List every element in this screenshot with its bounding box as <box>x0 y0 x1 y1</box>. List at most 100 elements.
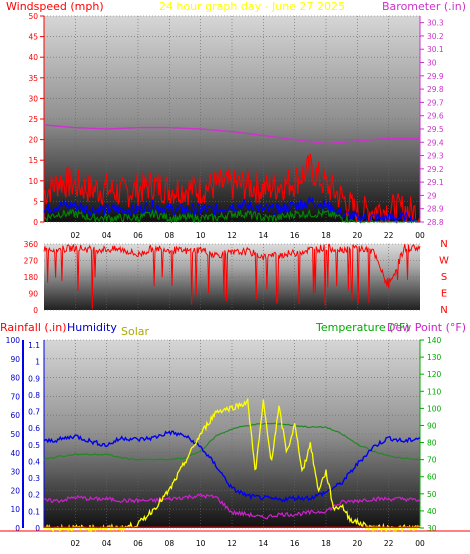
x-tick-label: 18 <box>321 539 331 548</box>
x-tick-label: 12 <box>227 539 237 548</box>
temperature-panel-x-ticks: 02 04 06 08 10 12 14 16 18 20 22 00 <box>71 539 425 548</box>
temperature-tick-label: 40 <box>427 507 437 516</box>
x-tick-label: 06 <box>133 231 143 240</box>
temperature-axis-label: Temperature (°F) <box>315 321 410 334</box>
barometer-ticks: 30.3 30.2 30.1 30 29.9 29.8 29.7 29.6 29.5 29.4 29… <box>419 16 444 227</box>
temperature-panel-axes: 10090807060504030201001.110.90.80.70.60.… <box>0 336 470 533</box>
direction-tick-label: 180 <box>24 273 39 282</box>
humidity-tick-label: 100 <box>6 336 21 345</box>
barometer-tick-label: 30.2 <box>427 32 444 41</box>
x-tick-label: 14 <box>259 539 269 548</box>
temperature-tick-label: 30 <box>427 524 437 533</box>
barometer-tick-label: 29.9 <box>427 72 444 81</box>
barometer-tick-label: 30.1 <box>427 45 444 54</box>
x-tick-label: 16 <box>290 539 300 548</box>
barometer-line <box>43 124 420 145</box>
wind-series <box>43 124 421 224</box>
temperature-tick-label: 140 <box>427 336 442 345</box>
direction-tick-label: 270 <box>24 257 39 266</box>
wind-direction-line <box>43 243 421 310</box>
windspeed-tick-label: 40 <box>28 53 38 62</box>
wind-direction-series <box>43 243 421 310</box>
temperature-tick-label: 120 <box>427 370 442 379</box>
x-tick-label: 04 <box>102 539 112 548</box>
x-tick-label: 02 <box>71 539 81 548</box>
rainfall-tick-label: 0.8 <box>28 391 40 400</box>
rainfall-tick-label: 0.1 <box>28 507 40 516</box>
humidity-tick-label: 70 <box>10 392 20 401</box>
windspeed-tick-label: 0 <box>33 218 38 227</box>
rainfall-tick-label: 0.5 <box>28 441 40 450</box>
windspeed-tick-label: 20 <box>28 136 38 145</box>
barometer-tick-label: 29.3 <box>427 152 444 161</box>
direction-tick-label: 90 <box>28 290 38 299</box>
x-tick-label: 18 <box>321 231 331 240</box>
rainfall-tick-label: 0.3 <box>28 474 40 483</box>
wind-panel-x-ticks: 02 04 06 08 10 12 14 16 18 20 22 00 <box>71 231 425 240</box>
x-tick-label: 04 <box>102 231 112 240</box>
windspeed-tick-label: 5 <box>33 197 38 206</box>
humidity-tick-label: 50 <box>10 430 20 439</box>
x-tick-label: 22 <box>384 231 394 240</box>
humidity-tick-label: 90 <box>10 355 20 364</box>
temperature-tick-label: 70 <box>427 456 437 465</box>
compass-label: E <box>441 289 447 300</box>
rainfall-axis-label: Rainfall (.in) <box>0 321 67 334</box>
barometer-tick-label: 29.6 <box>427 112 444 121</box>
temperature-panel-series <box>43 397 421 533</box>
rainfall-tick-label: 0.2 <box>28 491 40 500</box>
x-tick-label: 08 <box>165 231 175 240</box>
compass-label: S <box>441 272 447 283</box>
x-tick-label: 00 <box>415 539 425 548</box>
windspeed-tick-label: 30 <box>28 94 38 103</box>
temperature-tick-label: 130 <box>427 353 442 362</box>
humidity-axis-label: Humidity <box>67 321 117 334</box>
windspeed-tick-label: 35 <box>28 74 38 83</box>
solar-label: Solar <box>121 325 150 338</box>
compass-label: W <box>439 256 449 267</box>
direction-ticks: 360 270 180 90 0 <box>24 240 39 315</box>
x-tick-label: 00 <box>415 231 425 240</box>
x-tick-label: 10 <box>196 539 206 548</box>
humidity-tick-label: 80 <box>10 374 20 383</box>
rainfall-tick-label: 0 <box>35 524 40 533</box>
humidity-tick-label: 30 <box>10 468 20 477</box>
x-tick-label: 08 <box>165 539 175 548</box>
wind-gust-line <box>43 153 421 224</box>
windspeed-axis-label: Windspeed (mph) <box>6 0 104 13</box>
x-tick-label: 06 <box>133 539 143 548</box>
wind-low-line <box>43 208 421 224</box>
humidity-tick-label: 10 <box>10 505 20 514</box>
temperature-tick-label: 50 <box>427 490 437 499</box>
x-tick-label: 22 <box>384 539 394 548</box>
barometer-tick-label: 29.4 <box>427 138 444 147</box>
rainfall-tick-label: 1.1 <box>28 341 40 350</box>
humidity-tick-label: 40 <box>10 449 20 458</box>
wind-panel-grid <box>44 15 420 223</box>
windspeed-tick-label: 15 <box>28 156 38 165</box>
barometer-tick-label: 29 <box>427 191 437 200</box>
x-tick-label: 02 <box>71 231 81 240</box>
windspeed-tick-label: 50 <box>28 12 38 21</box>
direction-tick-label: 0 <box>33 306 38 315</box>
direction-tick-label: 360 <box>24 240 39 249</box>
compass-label: N <box>440 305 447 316</box>
humidity-tick-label: 20 <box>10 486 20 495</box>
temperature-line <box>43 422 421 461</box>
humidity-line <box>43 430 421 503</box>
dew-point-axis-label: Dew Point (°F) <box>387 321 466 334</box>
x-tick-label: 16 <box>290 231 300 240</box>
windspeed-tick-label: 25 <box>28 115 38 124</box>
solar-line <box>43 397 421 533</box>
barometer-tick-label: 29.2 <box>427 165 444 174</box>
temperature-tick-label: 90 <box>427 421 437 430</box>
barometer-tick-label: 29.5 <box>427 125 444 134</box>
barometer-axis-label: Barometer (.in) <box>382 0 466 13</box>
barometer-tick-label: 29.7 <box>427 98 444 107</box>
barometer-tick-label: 29.1 <box>427 178 444 187</box>
x-tick-label: 12 <box>227 231 237 240</box>
direction-panel-grid <box>44 243 420 311</box>
